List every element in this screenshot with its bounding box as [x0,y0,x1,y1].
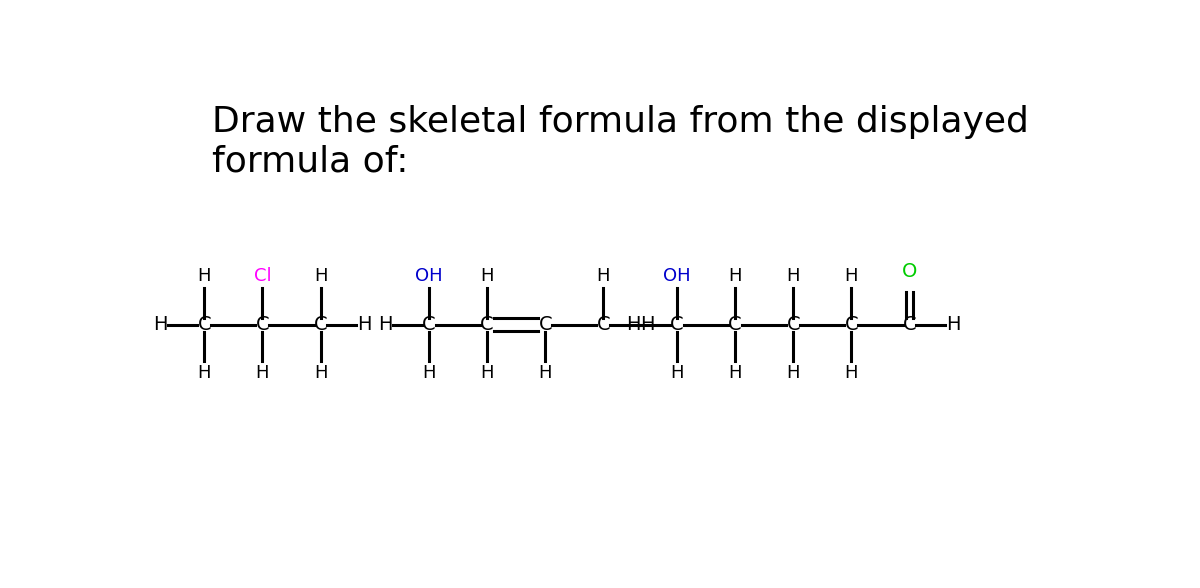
Text: C: C [786,315,800,334]
Text: C: C [313,315,328,334]
Text: H: H [539,364,552,382]
Text: C: C [670,315,684,334]
Text: H: H [480,267,494,285]
Text: H: H [786,364,800,382]
Text: Cl: Cl [253,267,271,285]
Text: OH: OH [664,267,691,285]
Text: H: H [845,267,858,285]
Text: H: H [946,315,960,334]
Text: H: H [378,315,392,334]
Text: H: H [728,364,742,382]
Text: H: H [198,364,211,382]
Text: H: H [256,364,269,382]
Text: C: C [480,315,494,334]
Text: H: H [154,315,168,334]
Text: H: H [198,267,211,285]
Text: C: C [198,315,211,334]
Text: H: H [596,267,610,285]
Text: H: H [845,364,858,382]
Text: H: H [356,315,371,334]
Text: C: C [539,315,552,334]
Text: C: C [902,315,917,334]
Text: O: O [902,262,917,281]
Text: C: C [845,315,858,334]
Text: C: C [728,315,742,334]
Text: H: H [728,267,742,285]
Text: H: H [640,315,654,334]
Text: H: H [786,267,800,285]
Text: C: C [256,315,269,334]
Text: H: H [313,267,328,285]
Text: OH: OH [415,267,443,285]
Text: Draw the skeletal formula from the displayed
formula of:: Draw the skeletal formula from the displ… [212,105,1028,179]
Text: H: H [313,364,328,382]
Text: H: H [480,364,494,382]
Text: C: C [596,315,610,334]
Text: H: H [671,364,684,382]
Text: H: H [626,315,641,334]
Text: C: C [422,315,436,334]
Text: H: H [422,364,436,382]
